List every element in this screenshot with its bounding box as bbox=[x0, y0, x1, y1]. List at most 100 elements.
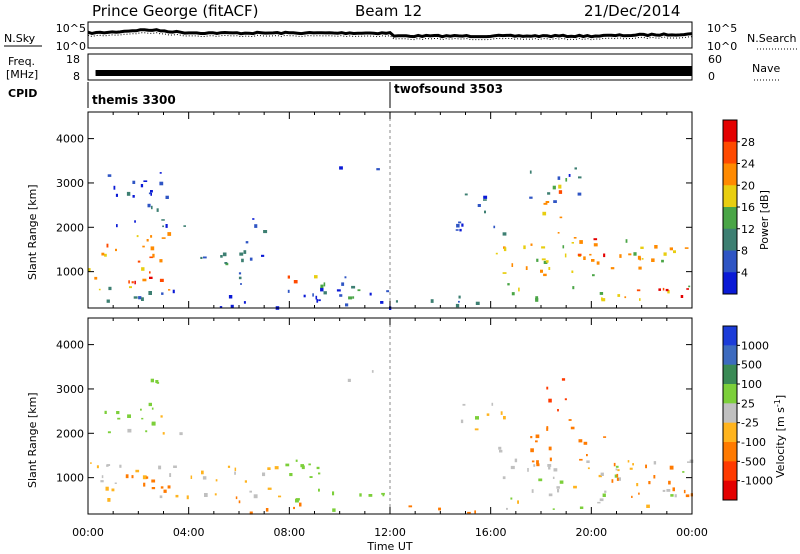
heatmap-cell bbox=[617, 294, 621, 297]
y-tick-label: 4000 bbox=[56, 133, 84, 146]
heatmap-cell bbox=[94, 276, 98, 280]
heatmap-cell bbox=[535, 297, 539, 302]
heatmap-cell bbox=[104, 410, 107, 414]
heatmap-cell bbox=[573, 485, 577, 489]
x-tick-label: 00:00 bbox=[676, 526, 708, 539]
heatmap-cell bbox=[165, 224, 168, 228]
nsky-panel: N.Sky 10^5 10^0 10^5 10^0 N.Search bbox=[4, 21, 797, 53]
heatmap-cell bbox=[142, 475, 147, 480]
heatmap-cell bbox=[629, 467, 633, 470]
heatmap-cell bbox=[651, 258, 655, 262]
heatmap-cell bbox=[455, 303, 460, 308]
heatmap-cell bbox=[116, 411, 120, 415]
heatmap-cell bbox=[227, 465, 231, 468]
heatmap-cell bbox=[243, 301, 246, 304]
colorbar-tick-label: -500 bbox=[741, 455, 766, 468]
heatmap-cell bbox=[230, 304, 234, 309]
heatmap-cell bbox=[631, 495, 633, 498]
heatmap-cell bbox=[318, 299, 321, 302]
heatmap-cell bbox=[149, 271, 151, 274]
y-tick-label: 3000 bbox=[56, 177, 84, 190]
heatmap-cell bbox=[151, 422, 155, 426]
heatmap-cell bbox=[215, 479, 218, 482]
colorbar-swatch bbox=[723, 120, 737, 143]
colorbar-swatch bbox=[723, 403, 737, 424]
heatmap-cell bbox=[332, 508, 336, 512]
heatmap-cell bbox=[464, 193, 468, 196]
heatmap-cell bbox=[458, 295, 461, 299]
heatmap-cell bbox=[234, 467, 237, 471]
heatmap-cell bbox=[301, 465, 305, 470]
heatmap-cell bbox=[106, 299, 110, 303]
velocity-y-axis-label: Slant Range [km] bbox=[26, 392, 39, 488]
heatmap-cell bbox=[500, 411, 503, 415]
heatmap-cell bbox=[214, 493, 217, 496]
heatmap-cell bbox=[243, 250, 247, 254]
heatmap-cell bbox=[499, 449, 503, 453]
freq-tick-low: 8 bbox=[73, 70, 80, 83]
heatmap-cell bbox=[369, 292, 372, 296]
colorbar-swatch bbox=[723, 345, 737, 366]
heatmap-cell bbox=[168, 289, 171, 291]
y-tick-label: 1000 bbox=[56, 266, 84, 279]
heatmap-cell bbox=[140, 184, 144, 188]
heatmap-cell bbox=[159, 172, 162, 174]
heatmap-cell bbox=[615, 465, 619, 468]
x-axis-label: Time UT bbox=[366, 540, 412, 553]
heatmap-cell bbox=[459, 228, 462, 232]
heatmap-cell bbox=[462, 403, 466, 406]
heatmap-cell bbox=[546, 426, 549, 429]
heatmap-cell bbox=[173, 465, 177, 468]
heatmap-cell bbox=[318, 488, 320, 492]
heatmap-cell bbox=[137, 260, 141, 263]
heatmap-cell bbox=[672, 487, 675, 492]
power-y-ticks: 1000 2000 3000 4000 bbox=[56, 133, 692, 279]
nsky-trace bbox=[87, 28, 693, 39]
colorbar-swatch bbox=[723, 480, 737, 501]
heatmap-cell bbox=[578, 176, 582, 179]
heatmap-cell bbox=[579, 240, 583, 244]
heatmap-cell bbox=[234, 471, 236, 475]
heatmap-cell bbox=[96, 465, 99, 469]
heatmap-cell bbox=[662, 287, 665, 291]
heatmap-cell bbox=[533, 464, 536, 467]
heatmap-cell bbox=[552, 185, 556, 190]
heatmap-cell bbox=[131, 281, 134, 284]
heatmap-cell bbox=[511, 263, 514, 267]
heatmap-cell bbox=[474, 428, 479, 431]
heatmap-cell bbox=[541, 258, 546, 261]
heatmap-cell bbox=[610, 267, 615, 270]
heatmap-cell bbox=[225, 262, 229, 266]
heatmap-cell bbox=[108, 286, 112, 291]
heatmap-cell bbox=[316, 299, 319, 303]
nsearch-tick-high: 10^5 bbox=[707, 22, 737, 35]
heatmap-cell bbox=[558, 190, 563, 194]
velocity-colorbar-label-main: Velocity [m s bbox=[774, 407, 787, 478]
heatmap-cell bbox=[351, 285, 356, 289]
heatmap-cell bbox=[552, 476, 555, 479]
heatmap-cell bbox=[548, 493, 553, 497]
cpid-panel: CPID themis 3300 twofsound 3503 bbox=[8, 82, 503, 108]
nsearch-tick-low: 10^0 bbox=[707, 40, 737, 53]
heatmap-cell bbox=[599, 498, 604, 502]
heatmap-cell bbox=[599, 292, 604, 295]
heatmap-cell bbox=[543, 202, 548, 205]
heatmap-cell bbox=[654, 245, 658, 249]
heatmap-cell bbox=[142, 278, 147, 282]
heatmap-cell bbox=[127, 414, 131, 418]
heatmap-cell bbox=[559, 216, 563, 219]
heatmap-cell bbox=[371, 370, 374, 373]
heatmap-cell bbox=[159, 181, 164, 186]
heatmap-cell bbox=[530, 448, 534, 453]
colorbar-swatch bbox=[723, 163, 737, 186]
freq-trace-themis bbox=[95, 70, 391, 76]
heatmap-cell bbox=[571, 270, 574, 273]
heatmap-cell bbox=[408, 505, 413, 508]
heatmap-cell bbox=[577, 192, 582, 196]
heatmap-cell bbox=[579, 458, 583, 461]
heatmap-cell bbox=[308, 463, 311, 466]
heatmap-cell bbox=[548, 466, 551, 470]
colorbar-swatch bbox=[723, 228, 737, 251]
heatmap-cell bbox=[146, 476, 149, 479]
heatmap-cell bbox=[593, 238, 598, 241]
